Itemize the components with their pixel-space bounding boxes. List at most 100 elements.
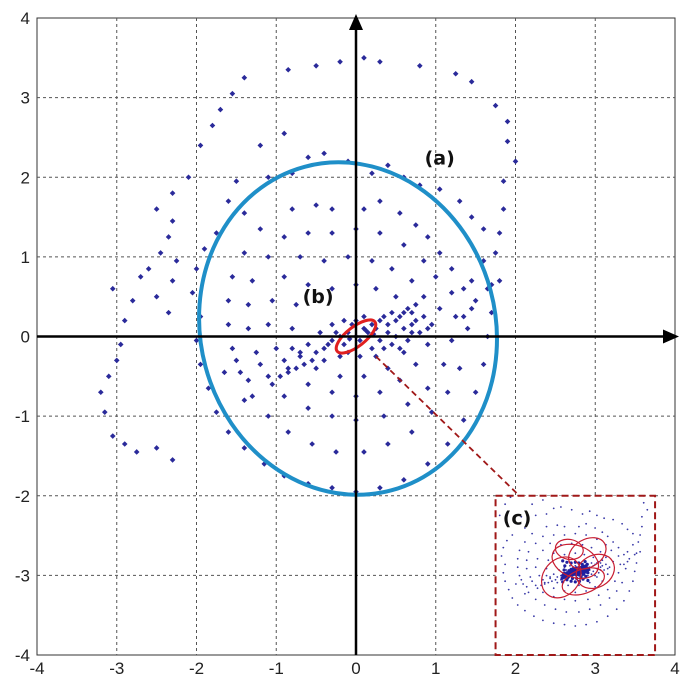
inset-point [632,532,634,535]
inset-point [518,549,521,552]
inset-ellipse [575,553,615,590]
inset-point [504,503,507,506]
inset-point [639,534,642,536]
data-point [285,369,292,376]
data-point [357,337,363,344]
data-point [448,289,455,296]
data-point [413,317,419,324]
inset-point [549,576,552,578]
data-point [345,254,351,260]
data-point [377,230,383,236]
data-point [245,325,252,332]
inset-point [538,574,541,577]
data-point [381,345,387,352]
data-point [417,182,423,189]
data-point [377,484,383,491]
inset-point [623,563,625,566]
inset-point [542,591,544,594]
inset-point [626,550,629,553]
data-point [405,337,411,344]
data-point [480,361,487,368]
data-point [409,329,415,336]
data-point [389,266,395,272]
inset-ellipse [540,556,582,599]
data-point [137,273,144,280]
inset-point [578,525,580,528]
inset-point [628,557,631,560]
data-point [444,389,451,396]
data-point [289,325,295,332]
inset-point [518,574,521,577]
inset-point [552,587,555,590]
data-point [285,429,292,435]
x-tick-label: -4 [29,659,44,678]
data-point [413,222,419,228]
inset-point [570,508,573,511]
inset-point [529,576,532,578]
y-tick-label: -2 [15,487,30,506]
inset-point [597,594,600,597]
inset-point [601,564,604,567]
inset-point [545,525,548,528]
inset-point [606,573,609,576]
y-tick-label: 4 [21,9,30,28]
data-point [309,441,315,447]
inset-point [556,576,559,578]
inset-point [524,527,526,529]
inset-point [545,574,548,577]
data-point [428,321,435,328]
data-point [305,154,311,161]
data-point [105,373,112,380]
data-point [189,289,196,296]
inset-point [536,557,539,560]
inset-point [516,522,519,525]
inset-point [524,609,526,612]
data-point [424,234,431,240]
inset-point [614,580,616,583]
data-point [357,353,363,360]
data-point [385,329,391,336]
data-point [409,321,415,328]
y-tick-label: 1 [21,248,30,267]
inset-point [567,584,570,587]
inset-core-point [583,559,587,564]
annotation-c: (c) [503,507,532,529]
data-point [460,313,467,320]
data-point [305,405,311,411]
inset-point [592,556,595,559]
inset-border [494,494,657,656]
inset-point [578,611,580,613]
inset-point [560,506,562,508]
data-point [377,337,383,344]
inset-content [498,495,649,627]
inset-point [599,566,602,569]
inset-point [585,522,588,525]
data-point [464,325,471,332]
data-point [468,277,475,284]
inset-point [608,597,611,599]
inset-point [520,578,523,581]
data-point [361,373,367,380]
inset-point [563,525,566,528]
inset-point [594,574,597,577]
data-point [249,393,256,400]
data-point [492,250,499,256]
data-point [492,102,499,109]
data-point [500,206,507,212]
tick-labels: -4 -3 -2 -1 0 1 2 3 4 -4 -3 -2 -1 0 1 2 3 4 [15,9,680,678]
data-point [269,381,276,388]
data-point [329,413,335,419]
x-tick-label: -1 [269,659,284,678]
inset-point [500,555,503,557]
inset-point [596,576,598,578]
inset-point [563,534,566,536]
inset-point [646,508,649,511]
data-point [157,250,164,256]
inset-point [547,559,550,562]
data-point [281,393,288,400]
data-point [225,321,232,328]
inset-point [552,573,555,576]
data-point [405,305,411,312]
data-point [213,409,220,415]
data-point [413,301,419,308]
